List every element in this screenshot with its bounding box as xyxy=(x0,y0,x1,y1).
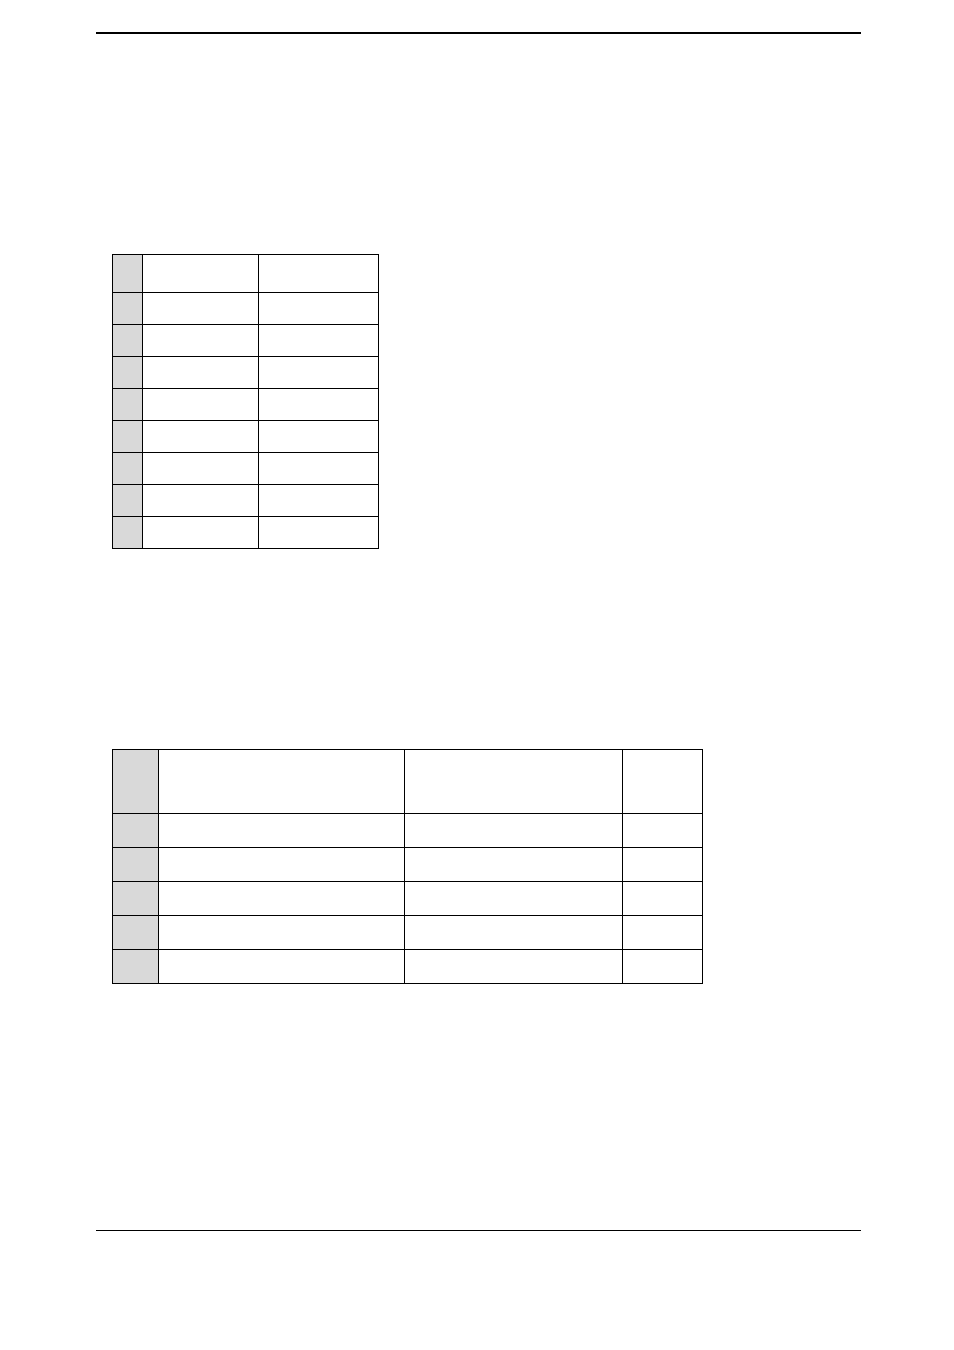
cell xyxy=(405,916,623,950)
cell xyxy=(623,814,703,848)
cell xyxy=(143,325,259,357)
cell xyxy=(143,453,259,485)
cell xyxy=(143,255,259,293)
cell xyxy=(259,517,379,549)
cell xyxy=(143,357,259,389)
cell xyxy=(143,485,259,517)
cell xyxy=(159,814,405,848)
cell xyxy=(259,357,379,389)
cell xyxy=(259,293,379,325)
table-row xyxy=(113,389,379,421)
cell xyxy=(113,485,143,517)
cell xyxy=(405,814,623,848)
cell xyxy=(623,916,703,950)
cell xyxy=(113,814,159,848)
cell xyxy=(159,882,405,916)
cell xyxy=(159,750,405,814)
cell xyxy=(159,916,405,950)
cell xyxy=(259,421,379,453)
table-1 xyxy=(112,254,379,549)
table-row xyxy=(113,750,703,814)
cell xyxy=(113,517,143,549)
table-row xyxy=(113,848,703,882)
cell xyxy=(143,421,259,453)
cell xyxy=(113,916,159,950)
spacer xyxy=(96,549,861,749)
cell xyxy=(623,950,703,984)
cell xyxy=(405,848,623,882)
cell xyxy=(259,255,379,293)
cell xyxy=(113,325,143,357)
table-row xyxy=(113,485,379,517)
table-row xyxy=(113,517,379,549)
cell xyxy=(405,950,623,984)
bottom-rule xyxy=(96,1230,861,1231)
cell xyxy=(113,293,143,325)
cell xyxy=(259,325,379,357)
cell xyxy=(405,882,623,916)
cell xyxy=(143,517,259,549)
table-row xyxy=(113,916,703,950)
table-row xyxy=(113,293,379,325)
cell xyxy=(113,453,143,485)
cell xyxy=(159,848,405,882)
cell xyxy=(259,453,379,485)
table-row xyxy=(113,882,703,916)
cell xyxy=(143,293,259,325)
cell xyxy=(143,389,259,421)
cell xyxy=(113,255,143,293)
page-content xyxy=(96,32,861,984)
cell xyxy=(623,848,703,882)
cell xyxy=(259,485,379,517)
cell xyxy=(405,750,623,814)
cell xyxy=(113,421,143,453)
cell xyxy=(113,750,159,814)
cell xyxy=(113,389,143,421)
cell xyxy=(623,882,703,916)
table-row xyxy=(113,453,379,485)
cell xyxy=(259,389,379,421)
table-row xyxy=(113,357,379,389)
table-row xyxy=(113,255,379,293)
cell xyxy=(113,357,143,389)
table-row xyxy=(113,950,703,984)
cell xyxy=(113,848,159,882)
cell xyxy=(113,882,159,916)
cell xyxy=(159,950,405,984)
table-row xyxy=(113,421,379,453)
table-row xyxy=(113,814,703,848)
cell xyxy=(623,750,703,814)
table-2 xyxy=(112,749,703,984)
top-rule xyxy=(96,32,861,34)
table-row xyxy=(113,325,379,357)
cell xyxy=(113,950,159,984)
